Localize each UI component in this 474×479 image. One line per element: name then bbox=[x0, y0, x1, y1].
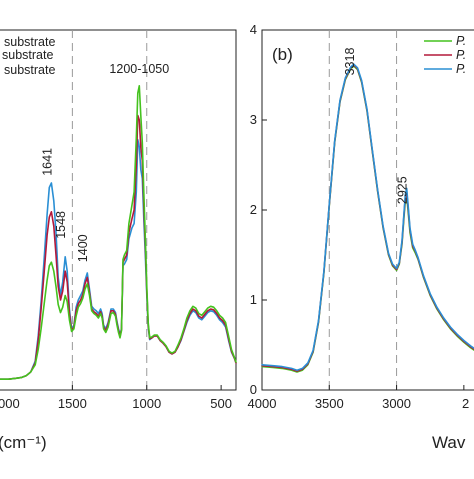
panel-a-x-tick-label: 1000 bbox=[132, 396, 161, 411]
panel-b-x-tick-label: 3000 bbox=[382, 396, 411, 411]
panel-b-peak-annotation: 2925 bbox=[396, 176, 410, 204]
panel-a-frame bbox=[0, 29, 237, 391]
panel-b-x-tick-label: 3500 bbox=[315, 396, 344, 411]
legend-entry: P. bbox=[456, 34, 466, 48]
panel-a-legend: substrate substrate substrate bbox=[2, 35, 55, 77]
legend-entry: substrate bbox=[2, 48, 53, 62]
panel-a: 000 1500 1000 500 1200-1050 1641 1548 14… bbox=[0, 29, 237, 452]
panel-a-peak-annotation: 1641 bbox=[40, 148, 54, 176]
panel-b: 4000 3500 3000 2 0 1 2 3 4 3318 2925 (b)… bbox=[248, 22, 474, 452]
panel-b-x-axis-title: Wav bbox=[432, 433, 466, 452]
panel-a-series-line bbox=[0, 85, 237, 381]
legend-entry: P. bbox=[456, 62, 466, 76]
panel-a-series-group bbox=[0, 85, 237, 381]
panel-a-peak-annotation: 1400 bbox=[76, 234, 90, 262]
panel-a-series-line bbox=[0, 139, 237, 381]
panel-b-frame bbox=[261, 29, 474, 391]
panel-b-y-tick-label: 2 bbox=[250, 202, 257, 217]
panel-b-y-tick-label: 1 bbox=[250, 292, 257, 307]
legend-entry: substrate bbox=[4, 35, 55, 49]
panel-b-y-tick-label: 4 bbox=[250, 22, 257, 37]
panel-a-peak-annotation: 1548 bbox=[54, 211, 68, 239]
panel-b-legend: P. P. P. bbox=[424, 34, 466, 76]
panel-a-x-tick-label: 1500 bbox=[58, 396, 87, 411]
panel-a-x-tick-label: 000 bbox=[0, 396, 20, 411]
panel-a-x-axis-title: (cm⁻¹) bbox=[0, 433, 47, 452]
panel-b-x-tick-label: 4000 bbox=[248, 396, 277, 411]
panel-b-y-tick-label: 0 bbox=[250, 382, 257, 397]
legend-entry: P. bbox=[456, 48, 466, 62]
panel-b-y-tick-label: 3 bbox=[250, 112, 257, 127]
panel-b-x-ticks bbox=[261, 385, 465, 390]
panel-b-series-group bbox=[261, 63, 474, 373]
panel-b-series-line bbox=[261, 63, 474, 372]
panel-a-series-line bbox=[0, 114, 237, 381]
panel-a-peak-annotation: 1200-1050 bbox=[109, 62, 169, 76]
panel-a-x-tick-label: 500 bbox=[210, 396, 232, 411]
panel-b-label: (b) bbox=[272, 45, 293, 64]
panel-b-x-tick-label: 2 bbox=[462, 396, 469, 411]
legend-entry: substrate bbox=[4, 63, 55, 77]
panel-a-x-ticks bbox=[71, 385, 222, 390]
panel-b-peak-annotation: 3318 bbox=[343, 48, 357, 76]
panel-b-y-ticks bbox=[262, 29, 267, 391]
